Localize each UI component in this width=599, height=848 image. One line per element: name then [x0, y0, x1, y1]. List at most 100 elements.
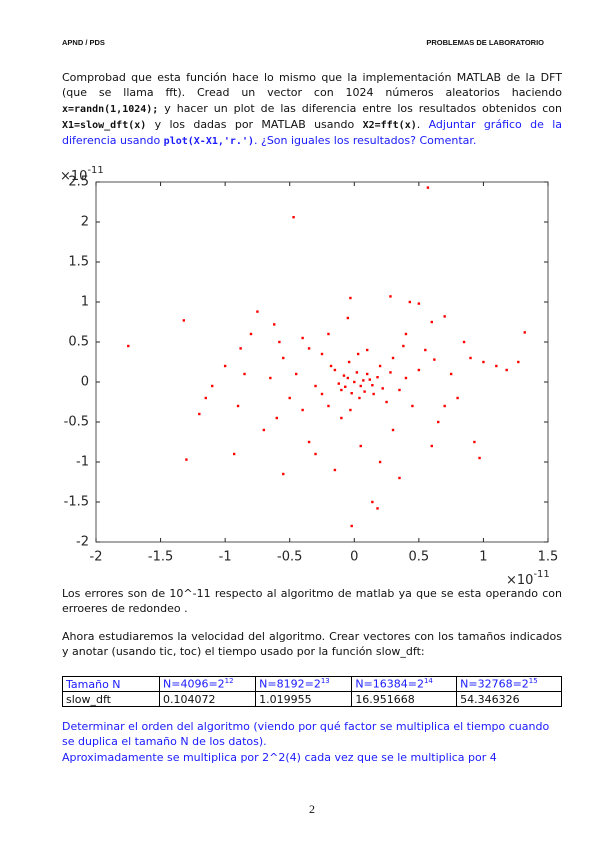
- point: [426, 186, 430, 189]
- exponent-base: ×10: [60, 169, 87, 184]
- point: [350, 524, 353, 528]
- text: . ¿Son iguales los resultados? Comentar.: [253, 134, 477, 148]
- point: [430, 444, 433, 448]
- cell: 1.019955: [255, 691, 353, 707]
- intro: Comprobad que esta función hace lo mismo…: [62, 70, 562, 149]
- point: [344, 385, 347, 388]
- point: [449, 372, 453, 376]
- x-tick-label: -1: [219, 550, 232, 565]
- y-tick-label: -1: [76, 455, 89, 470]
- axis-exponent: ×10-11: [60, 165, 104, 184]
- point: [523, 331, 526, 334]
- point: [389, 295, 392, 298]
- point: [185, 458, 188, 461]
- point: [433, 358, 436, 361]
- x-tick-label: 1: [479, 550, 487, 565]
- point: [404, 376, 408, 380]
- x-tick-label: -0.5: [277, 550, 302, 565]
- speed-text: Ahora estudiaremos la velocidad del algo…: [62, 630, 562, 659]
- point: [347, 360, 351, 364]
- point: [349, 408, 352, 412]
- point: [443, 404, 446, 408]
- point: [358, 396, 361, 400]
- point: [469, 356, 472, 360]
- y-tick-label: 0: [81, 375, 89, 390]
- exp: 12: [224, 677, 234, 686]
- point: [198, 412, 201, 416]
- point: [301, 408, 304, 412]
- point: [371, 384, 374, 387]
- point: [282, 472, 285, 476]
- point: [366, 348, 369, 352]
- point: [371, 500, 374, 504]
- point: [320, 392, 324, 396]
- point: [517, 360, 520, 364]
- point: [372, 392, 375, 396]
- cell: slow_dft: [62, 691, 160, 707]
- text: Adjuntar gráfico de la diferencia usando: [62, 117, 562, 148]
- y-tick-label: 1.5: [68, 255, 89, 270]
- point: [389, 371, 392, 374]
- text: .: [416, 117, 429, 131]
- point: [340, 388, 343, 392]
- y-tick-label: 1: [81, 295, 89, 310]
- cell: N=8192=213: [255, 676, 353, 692]
- order-question: Determinar el orden del algoritmo (viend…: [62, 720, 550, 749]
- point: [443, 315, 446, 318]
- point: [327, 404, 330, 408]
- point: [239, 347, 242, 350]
- code: X1=slow_dft(x): [62, 119, 147, 131]
- point: [288, 396, 291, 400]
- point: [127, 344, 130, 348]
- point: [411, 404, 414, 408]
- text: y hacer un plot de las diferencia entre …: [158, 101, 562, 115]
- text: N=32768=2: [460, 677, 529, 691]
- table-row: slow_dft 0.104072 1.019955 16.951668 54.…: [62, 691, 562, 707]
- point: [430, 320, 433, 324]
- point: [359, 384, 362, 388]
- cell: 16.951668: [351, 691, 458, 707]
- point: [269, 376, 272, 380]
- point: [462, 340, 466, 344]
- point: [327, 332, 330, 336]
- point: [346, 316, 350, 320]
- code: X2=fft(x): [362, 119, 417, 131]
- point: [182, 319, 186, 322]
- y-tick-label: 2: [81, 215, 89, 230]
- point: [282, 356, 285, 360]
- x-tick-label: -2: [90, 550, 103, 565]
- point: [385, 400, 388, 404]
- point: [204, 396, 207, 400]
- exponent-power: -11: [87, 165, 103, 176]
- code: x=randn(1,1024);: [62, 103, 159, 115]
- point: [333, 468, 337, 472]
- point: [495, 364, 498, 368]
- exponent-power: -11: [533, 569, 549, 580]
- y-tick-label: 2.5: [68, 175, 89, 190]
- point: [273, 323, 276, 326]
- header-right: PROBLEMAS DE LABORATORIO: [426, 38, 544, 47]
- point: [294, 372, 298, 376]
- point: [353, 380, 356, 384]
- point: [402, 344, 405, 348]
- cell: 54.346326: [456, 691, 562, 707]
- cell: N=32768=215: [456, 676, 562, 692]
- point: [424, 348, 427, 352]
- table-header: Tamaño N N=4096=212 N=8192=213 N=16384=2…: [62, 676, 562, 692]
- point: [292, 216, 295, 219]
- point: [473, 440, 476, 444]
- y-tick-label: -0.5: [64, 415, 89, 430]
- point: [363, 390, 366, 393]
- point: [437, 420, 440, 424]
- point: [262, 428, 266, 432]
- code: plot(X-X1,'r.'): [163, 136, 254, 148]
- point: [329, 364, 333, 368]
- text: N=16384=2: [355, 677, 424, 691]
- cell: 0.104072: [158, 691, 257, 707]
- page-number: 2: [309, 802, 315, 816]
- point: [417, 302, 421, 305]
- y-tick-label: -1.5: [64, 495, 89, 510]
- x-tick-label: -1.5: [148, 550, 173, 565]
- point: [307, 440, 311, 444]
- exponent-base: ×10: [506, 573, 533, 588]
